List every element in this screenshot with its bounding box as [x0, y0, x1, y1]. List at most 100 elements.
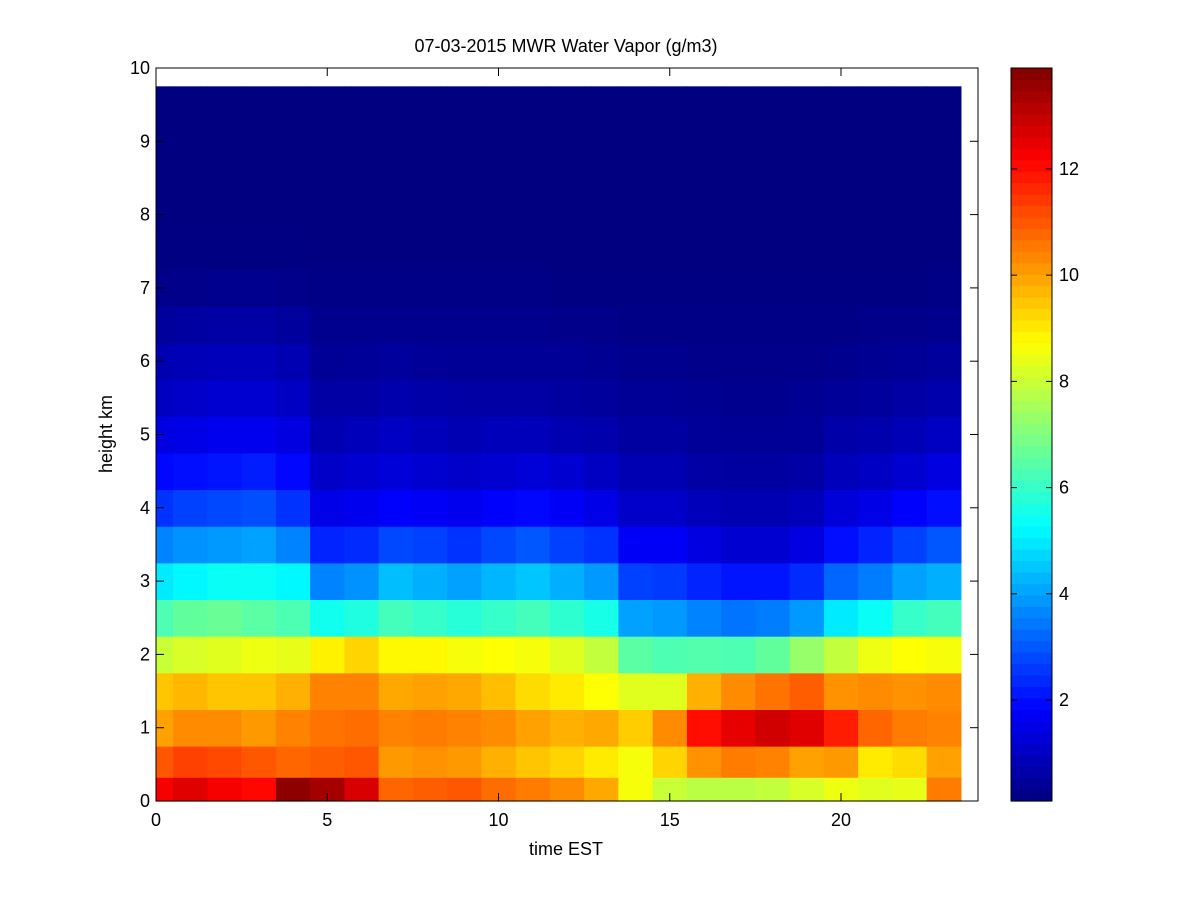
heatmap-cell [926, 232, 962, 271]
heatmap-cell [584, 342, 619, 381]
heatmap-cell [173, 269, 208, 307]
heatmap-cell [156, 599, 174, 637]
heatmap-cell [549, 746, 585, 778]
heatmap-cell [447, 526, 482, 564]
heatmap-cell [412, 86, 448, 115]
colorbar-band [1011, 377, 1052, 390]
heatmap-cell [481, 113, 517, 179]
y-tick-label: 1 [140, 718, 150, 738]
heatmap-cell [173, 746, 208, 778]
y-axis-label: height km [96, 395, 116, 473]
heatmap-cell [447, 746, 482, 778]
heatmap-cell [858, 342, 893, 381]
heatmap-cell [275, 416, 311, 454]
heatmap-cell [584, 269, 619, 307]
heatmap-cell [412, 599, 448, 637]
heatmap-cell [344, 672, 380, 710]
heatmap-cell [686, 746, 722, 778]
heatmap-cell [344, 86, 380, 115]
colorbar-band [1011, 686, 1052, 699]
colorbar-band [1011, 297, 1052, 310]
heatmap-cell [275, 177, 311, 234]
heatmap-cell [412, 452, 448, 491]
heatmap-cell [173, 86, 208, 115]
heatmap-cell [926, 599, 962, 637]
heatmap-cell [412, 777, 448, 802]
heatmap-cell [378, 379, 414, 417]
colorbar-band [1011, 434, 1052, 447]
heatmap-cell [275, 746, 311, 778]
heatmap-cell [652, 709, 688, 747]
heatmap-cell [344, 636, 380, 674]
heatmap-cell [618, 746, 654, 778]
heatmap-cell [686, 672, 722, 710]
heatmap-cell [549, 232, 585, 271]
heatmap-cell [618, 709, 654, 747]
heatmap-cell [156, 746, 174, 778]
heatmap-cell [652, 489, 688, 527]
heatmap-cell [789, 232, 825, 271]
heatmap-cell [156, 636, 174, 674]
colorbar-band [1011, 766, 1052, 779]
heatmap-cell [310, 452, 345, 491]
heatmap-cell [584, 113, 619, 179]
heatmap-cell [207, 342, 243, 381]
heatmap-cell [926, 489, 962, 527]
colorbar-band [1011, 594, 1052, 607]
heatmap-cell [515, 306, 551, 344]
heatmap-cell [892, 86, 928, 115]
heatmap-cell [549, 416, 585, 454]
colorbar-band [1011, 423, 1052, 436]
heatmap-cell [618, 177, 654, 234]
heatmap-cell [652, 599, 688, 637]
heatmap-cell [584, 709, 619, 747]
colorbar-band [1011, 709, 1052, 722]
colorbar-band [1011, 205, 1052, 218]
heatmap-cell [515, 416, 551, 454]
heatmap-cell [549, 672, 585, 710]
x-axis-ticks: 0 5 10 15 20 [151, 68, 851, 830]
colorbar-band [1011, 251, 1052, 264]
heatmap-cell [926, 562, 962, 601]
heatmap-cell [173, 452, 208, 491]
heatmap-cell [858, 562, 893, 601]
heatmap-cell [823, 86, 859, 115]
heatmap-cell [584, 777, 619, 802]
heatmap-cell [275, 379, 311, 417]
heatmap-cell [275, 452, 311, 491]
heatmap-cell [515, 379, 551, 417]
colorbar-band [1011, 663, 1052, 676]
heatmap-cell [156, 709, 174, 747]
heatmap-cell [241, 416, 277, 454]
heatmap-cell [310, 636, 345, 674]
heatmap-cell [789, 599, 825, 637]
heatmap-cell [207, 113, 243, 179]
heatmap-cell [823, 636, 859, 674]
colorbar-band [1011, 365, 1052, 378]
heatmap-cell [378, 232, 414, 271]
heatmap-cell [926, 342, 962, 381]
heatmap-cell [618, 416, 654, 454]
heatmap-cell [447, 672, 482, 710]
heatmap-cell [515, 709, 551, 747]
colorbar-band [1011, 262, 1052, 275]
heatmap-cell [584, 526, 619, 564]
heatmap-cell [584, 489, 619, 527]
colorbar-band [1011, 171, 1052, 184]
heatmap-cell [207, 672, 243, 710]
heatmap-cell [310, 342, 345, 381]
heatmap-cell [241, 379, 277, 417]
heatmap-cell [481, 746, 517, 778]
colorbar-gradient [1011, 68, 1052, 802]
heatmap-cell [378, 86, 414, 115]
heatmap-cell [275, 342, 311, 381]
heatmap-cell [310, 526, 345, 564]
heatmap-cell [686, 526, 722, 564]
heatmap-cell [789, 489, 825, 527]
heatmap-cell [515, 746, 551, 778]
colorbar-band [1011, 148, 1052, 161]
heatmap-cell [926, 777, 962, 802]
heatmap-cell [156, 113, 174, 179]
colorbar-band [1011, 537, 1052, 550]
heatmap-cell [549, 526, 585, 564]
